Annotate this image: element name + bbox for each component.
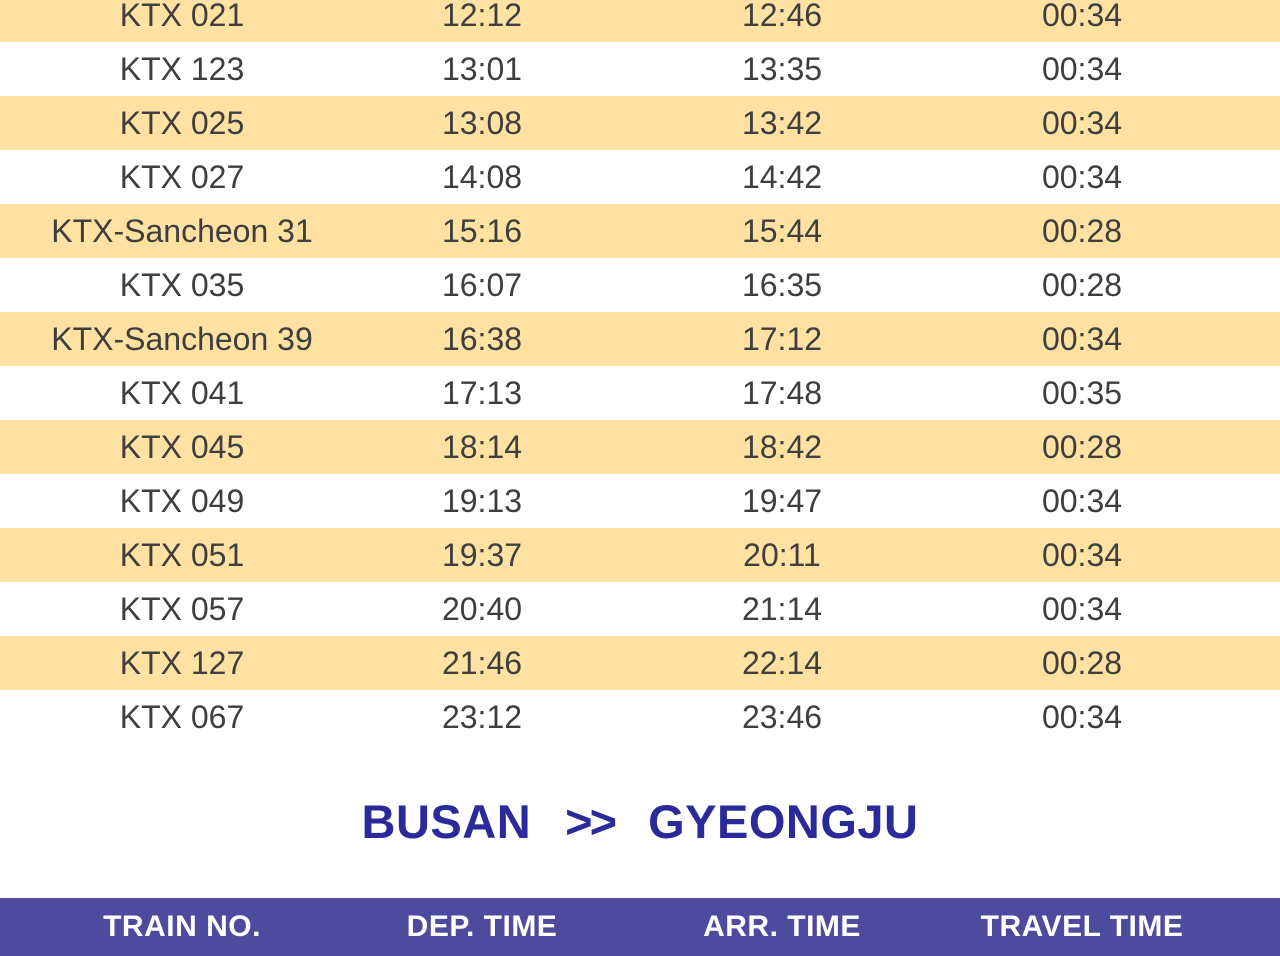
train-no-cell: KTX 027 [119,158,245,195]
dep-time-cell: 19:13 [441,482,523,519]
train-no-cell: KTX 021 [119,0,245,33]
travel-time-cell: 00:28 [1041,644,1123,681]
table-row: KTX 027 14:08 14:42 00:34 [0,150,1280,204]
col-header-arr-time: ARR. TIME [703,910,861,943]
travel-time-cell: 00:35 [1041,374,1123,411]
dep-time-cell: 17:13 [441,374,523,411]
travel-time-cell: 00:34 [1041,590,1123,627]
arr-time-cell: 23:46 [741,698,823,735]
dep-time-cell: 20:40 [441,590,523,627]
arr-time-cell: 16:35 [741,266,823,303]
arr-time-cell: 20:11 [743,536,821,573]
train-no-cell: KTX-Sancheon 39 [51,320,313,357]
dep-time-cell: 14:08 [441,158,523,195]
dep-time-cell: 18:14 [441,428,523,465]
dep-time-cell: 23:12 [441,698,523,735]
travel-time-cell: 00:28 [1041,266,1123,303]
arr-time-cell: 14:42 [741,158,823,195]
arr-time-cell: 19:47 [741,482,823,519]
travel-time-cell: 00:34 [1041,104,1123,141]
travel-time-cell: 00:34 [1041,0,1123,33]
table-row: KTX 127 21:46 22:14 00:28 [0,636,1280,690]
table-row: KTX 051 19:37 20:11 00:34 [0,528,1280,582]
travel-time-cell: 00:34 [1041,158,1123,195]
table-row: KTX 021 12:12 12:46 00:34 [0,0,1280,42]
table-row: KTX 035 16:07 16:35 00:28 [0,258,1280,312]
table-row: KTX 123 13:01 13:35 00:34 [0,42,1280,96]
dep-time-cell: 21:46 [441,644,523,681]
arr-time-cell: 15:44 [741,212,823,249]
origin-station-label: BUSAN [361,794,532,848]
dep-time-cell: 16:38 [441,320,523,357]
dep-time-cell: 12:12 [441,0,523,33]
train-no-cell: KTX 049 [119,482,245,519]
train-no-cell: KTX 127 [119,644,245,681]
table-row: KTX 057 20:40 21:14 00:34 [0,582,1280,636]
table-row: KTX 045 18:14 18:42 00:28 [0,420,1280,474]
col-header-travel-time: TRAVEL TIME [980,910,1184,943]
timetable-body: KTX 021 12:12 12:46 00:34 KTX 123 13:01 … [0,0,1280,744]
table-row: KTX-Sancheon 39 16:38 17:12 00:34 [0,312,1280,366]
table-row: KTX 025 13:08 13:42 00:34 [0,96,1280,150]
table-row: KTX 067 23:12 23:46 00:34 [0,690,1280,744]
train-no-cell: KTX 045 [119,428,245,465]
arr-time-cell: 18:42 [741,428,823,465]
train-no-cell: KTX 123 [119,50,245,87]
arr-time-cell: 17:48 [741,374,823,411]
table-row: KTX 041 17:13 17:48 00:35 [0,366,1280,420]
route-arrow-icon: >> [565,794,617,848]
arr-time-cell: 21:14 [741,590,823,627]
train-no-cell: KTX 025 [119,104,245,141]
destination-station-label: GYEONGJU [648,794,919,848]
travel-time-cell: 00:34 [1041,482,1123,519]
travel-time-cell: 00:34 [1041,698,1123,735]
dep-time-cell: 13:08 [441,104,523,141]
arr-time-cell: 12:46 [741,0,823,33]
route-title: BUSAN >> GYEONGJU [0,744,1280,898]
travel-time-cell: 00:34 [1041,536,1123,573]
travel-time-cell: 00:28 [1041,428,1123,465]
arr-time-cell: 22:14 [741,644,823,681]
table-header: TRAIN NO. DEP. TIME ARR. TIME TRAVEL TIM… [0,898,1280,956]
train-no-cell: KTX 051 [119,536,245,573]
dep-time-cell: 13:01 [441,50,523,87]
train-no-cell: KTX 035 [119,266,245,303]
table-row: KTX-Sancheon 31 15:16 15:44 00:28 [0,204,1280,258]
col-header-train-no: TRAIN NO. [103,910,261,943]
arr-time-cell: 17:12 [741,320,823,357]
table-row: KTX 049 19:13 19:47 00:34 [0,474,1280,528]
dep-time-cell: 15:16 [441,212,523,249]
col-header-dep-time: DEP. TIME [406,910,558,943]
train-no-cell: KTX-Sancheon 31 [51,212,313,249]
travel-time-cell: 00:34 [1041,50,1123,87]
train-no-cell: KTX 041 [119,374,245,411]
dep-time-cell: 16:07 [441,266,523,303]
travel-time-cell: 00:28 [1041,212,1123,249]
dep-time-cell: 19:37 [441,536,523,573]
arr-time-cell: 13:42 [741,104,823,141]
travel-time-cell: 00:34 [1041,320,1123,357]
train-no-cell: KTX 067 [119,698,245,735]
arr-time-cell: 13:35 [741,50,823,87]
train-no-cell: KTX 057 [119,590,245,627]
